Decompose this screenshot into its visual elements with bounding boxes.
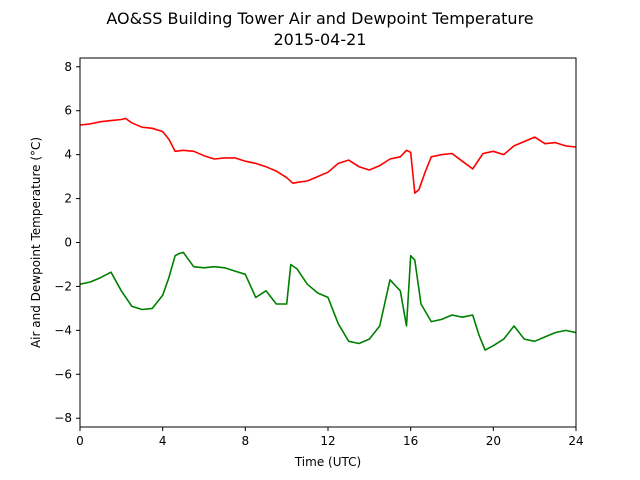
y-tick-label: 2 [64, 192, 72, 206]
x-axis-label: Time (UTC) [294, 455, 361, 469]
y-tick-label: 8 [64, 60, 72, 74]
series-line-0 [80, 117, 576, 194]
y-tick-label: −4 [54, 323, 72, 337]
y-tick-label: −2 [54, 279, 72, 293]
y-tick-label: 6 [64, 104, 72, 118]
x-tick-label: 8 [242, 434, 250, 448]
y-tick-label: 0 [64, 236, 72, 250]
chart-subtitle: 2015-04-21 [274, 30, 367, 49]
plot-area [80, 117, 576, 351]
y-tick-label: −8 [54, 411, 72, 425]
y-axis: −8 −6 −4 −2 0 2 4 6 8 [54, 60, 80, 425]
plot-frame [79, 57, 577, 428]
series-line-1 [80, 251, 576, 351]
y-axis-label: Air and Dewpoint Temperature (°C) [29, 137, 43, 348]
x-tick-label: 4 [159, 434, 167, 448]
x-tick-label: 20 [486, 434, 501, 448]
chart-title: AO&SS Building Tower Air and Dewpoint Te… [106, 9, 533, 28]
x-tick-label: 24 [568, 434, 583, 448]
y-tick-label: 4 [64, 148, 72, 162]
x-tick-label: 12 [320, 434, 335, 448]
x-axis: 0 4 8 12 16 20 24 [76, 427, 584, 448]
x-tick-label: 0 [76, 434, 84, 448]
y-tick-label: −6 [54, 367, 72, 381]
x-tick-label: 16 [403, 434, 418, 448]
